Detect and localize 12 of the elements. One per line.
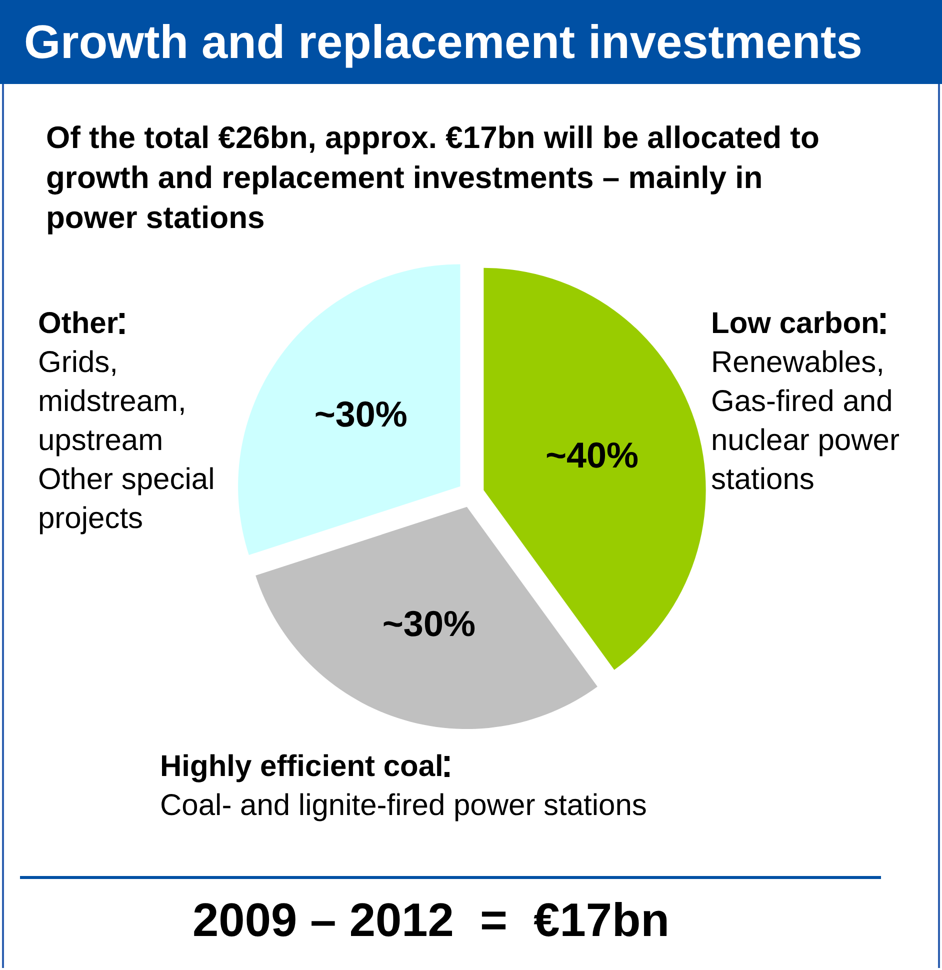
slice-label: Highly efficient coal — [160, 749, 444, 785]
text: Renewables, Gas-fired and nuclear power stations — [711, 346, 900, 496]
data-label: ~30% — [382, 603, 476, 644]
slice-label: Other — [38, 306, 120, 342]
slice-label: Low carbon — [711, 306, 880, 342]
data-label: ~40% — [545, 434, 639, 476]
text: 2009 – 2012 = €17bn — [192, 892, 670, 947]
text: Coal- and lignite-fired power stations — [160, 789, 647, 822]
chart-title: Growth and replacement investments — [0, 0, 942, 84]
chart-subtitle: Of the total €26bn, approx. €17bn will be allocated to growth and replacement investments – mainly in power stations — [46, 119, 820, 237]
text: Grids, midstream, upstream Other special projects — [38, 346, 215, 535]
data-label: ~30% — [314, 394, 408, 435]
